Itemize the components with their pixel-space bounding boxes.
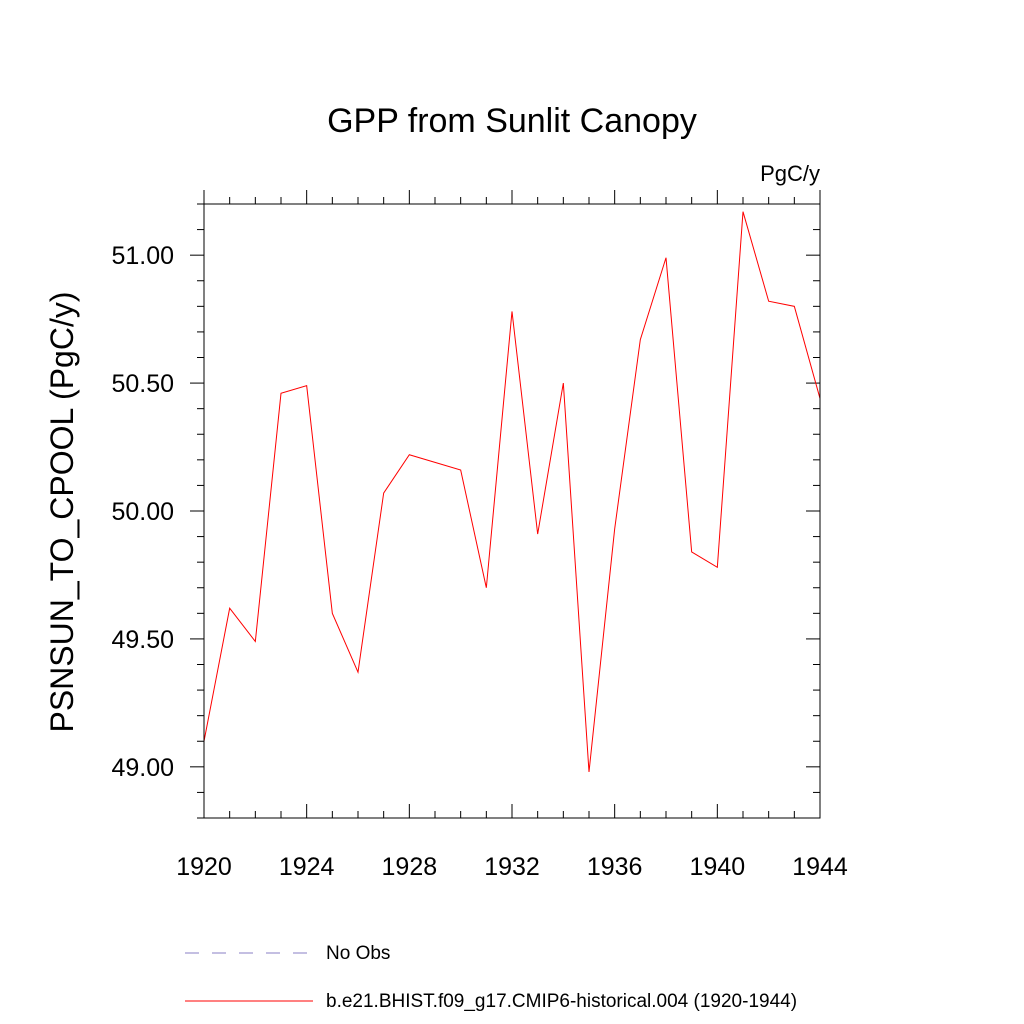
legend-label-historical-004: b.e21.BHIST.f09_g17.CMIP6-historical.004… <box>326 991 797 1012</box>
y-tick-label: 49.00 <box>111 754 174 782</box>
axis-ticks <box>190 190 821 819</box>
x-tick-label: 1924 <box>279 853 335 881</box>
chart-title: GPP from Sunlit Canopy <box>327 102 697 140</box>
x-tick-label: 1944 <box>792 853 848 881</box>
y-tick-label: 51.00 <box>111 242 174 270</box>
series-layer <box>203 211 821 773</box>
y-tick-label: 50.50 <box>111 370 174 398</box>
legend-label-no-obs: No Obs <box>326 943 390 964</box>
x-tick-label: 1940 <box>690 853 746 881</box>
y-axis-label: PSNSUN_TO_CPOOL (PgC/y) <box>44 292 80 733</box>
y-tick-label: 50.00 <box>111 498 174 526</box>
y-tick-labels: 49.00 49.50 50.00 50.50 51.00 <box>111 242 174 782</box>
series-line-0 <box>203 211 821 773</box>
x-tick-label: 1928 <box>382 853 438 881</box>
x-tick-label: 1920 <box>176 853 232 881</box>
legend: No Obs b.e21.BHIST.f09_g17.CMIP6-histori… <box>185 943 797 1012</box>
x-tick-label: 1932 <box>484 853 540 881</box>
x-tick-labels: 1920 1924 1928 1932 1936 1940 1944 <box>176 853 848 881</box>
x-tick-label: 1936 <box>587 853 643 881</box>
plot-frame <box>203 203 821 819</box>
y-tick-label: 49.50 <box>111 626 174 654</box>
units-label: PgC/y <box>760 161 820 186</box>
